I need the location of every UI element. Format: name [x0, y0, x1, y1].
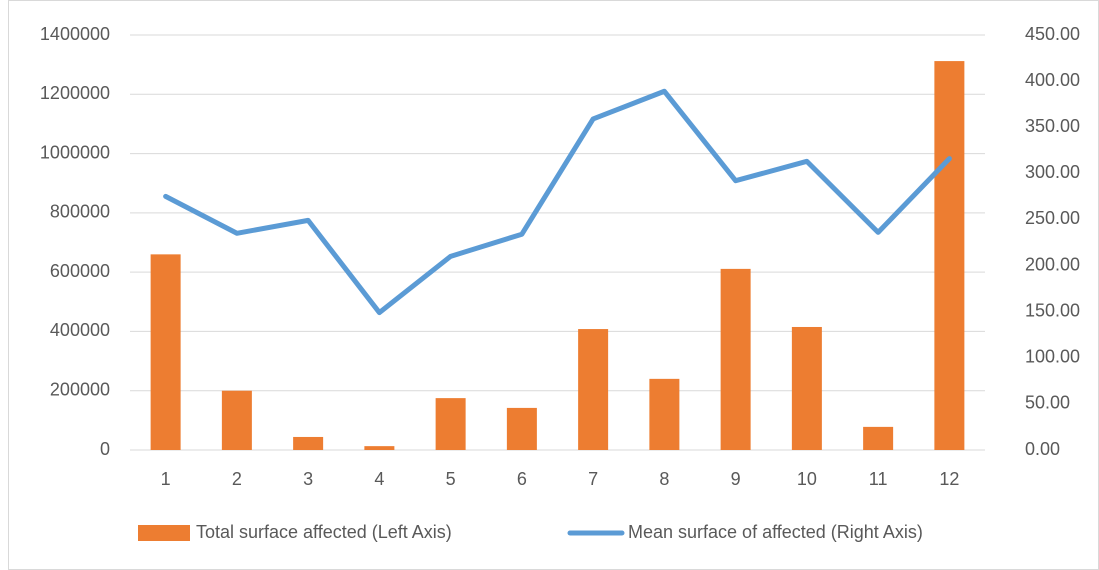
- y2-tick-label: 250.00: [1025, 208, 1080, 228]
- bar: [720, 268, 751, 450]
- x-tick-label: 1: [161, 469, 171, 489]
- y2-tick-label: 200.00: [1025, 254, 1080, 274]
- y2-tick-label: 50.00: [1025, 393, 1070, 413]
- bar: [221, 390, 252, 450]
- bar: [435, 398, 466, 450]
- bar: [150, 254, 181, 450]
- y2-tick-label: 150.00: [1025, 300, 1080, 320]
- y2-tick-label: 450.00: [1025, 24, 1080, 44]
- x-tick-label: 5: [446, 469, 456, 489]
- x-tick-label: 6: [517, 469, 527, 489]
- x-tick-label: 8: [659, 469, 669, 489]
- x-tick-label: 9: [731, 469, 741, 489]
- legend-swatch: [138, 525, 190, 541]
- bar: [293, 436, 324, 450]
- x-tick-label: 12: [939, 469, 959, 489]
- y-tick-label: 800000: [50, 202, 110, 222]
- bar: [364, 446, 395, 450]
- y-tick-label: 0: [100, 439, 110, 459]
- y2-tick-label: 350.00: [1025, 116, 1080, 136]
- x-tick-label: 7: [588, 469, 598, 489]
- y2-tick-label: 300.00: [1025, 162, 1080, 182]
- x-tick-label: 2: [232, 469, 242, 489]
- y-tick-label: 1000000: [40, 142, 110, 162]
- legend-label: Mean surface of affected (Right Axis): [628, 522, 923, 542]
- y-tick-label: 1400000: [40, 24, 110, 44]
- y-tick-label: 1200000: [40, 83, 110, 103]
- bar: [791, 326, 822, 450]
- bar: [649, 378, 680, 450]
- bar: [506, 407, 537, 450]
- line: [163, 88, 952, 316]
- x-tick-label: 10: [797, 469, 817, 489]
- y2-tick-label: 100.00: [1025, 347, 1080, 367]
- x-tick-label: 3: [303, 469, 313, 489]
- legend-label: Total surface affected (Left Axis): [196, 522, 452, 542]
- y-tick-label: 200000: [50, 379, 110, 399]
- y2-tick-label: 0.00: [1025, 439, 1060, 459]
- bar: [578, 329, 609, 450]
- bar: [863, 426, 894, 450]
- y-tick-label: 400000: [50, 320, 110, 340]
- x-tick-label: 4: [374, 469, 384, 489]
- x-tick-label: 11: [869, 469, 888, 489]
- y2-tick-label: 400.00: [1025, 70, 1080, 90]
- bar: [934, 61, 965, 450]
- y-tick-label: 600000: [50, 261, 110, 281]
